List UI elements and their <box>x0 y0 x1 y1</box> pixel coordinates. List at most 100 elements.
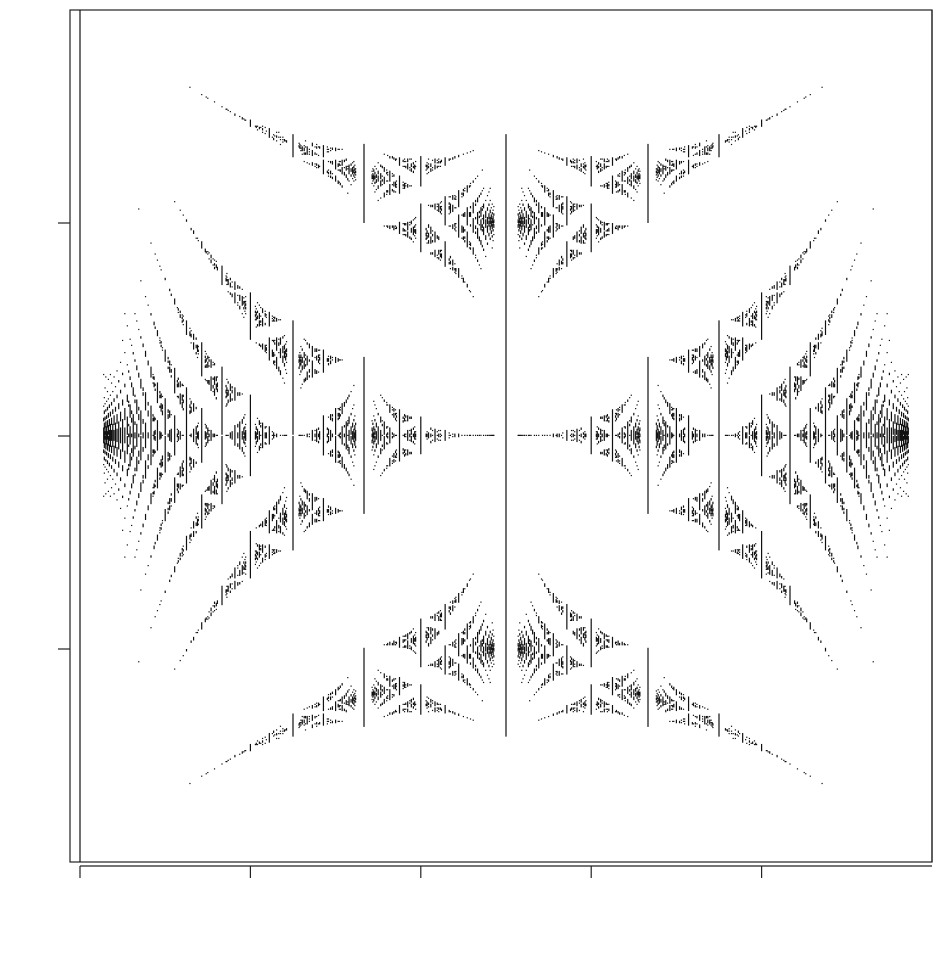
spectrum-band <box>750 554 752 556</box>
spectrum-band <box>585 169 587 171</box>
spectrum-band <box>394 417 397 421</box>
spectrum-band <box>420 203 422 253</box>
spectrum-band <box>828 319 830 322</box>
spectrum-band <box>803 355 805 360</box>
spectrum-band <box>152 373 154 376</box>
spectrum-band <box>578 230 581 232</box>
spectrum-band <box>164 398 166 435</box>
spectrum-band <box>167 366 169 370</box>
spectrum-band <box>802 380 804 385</box>
spectrum-band <box>128 400 130 404</box>
spectrum-band <box>663 676 665 679</box>
spectrum-band <box>779 293 781 298</box>
spectrum-band <box>748 128 751 131</box>
spectrum-band <box>868 446 870 452</box>
spectrum-band <box>675 507 677 514</box>
spectrum-band <box>278 732 280 735</box>
spectrum-band <box>745 316 747 318</box>
spectrum-band <box>410 428 412 435</box>
spectrum-band <box>853 467 856 489</box>
spectrum-band <box>766 567 768 570</box>
spectrum-band <box>530 207 532 217</box>
spectrum-band <box>136 549 138 551</box>
spectrum-band <box>603 633 605 640</box>
spectrum-band <box>899 429 902 441</box>
spectrum-band <box>879 382 881 388</box>
spectrum-band <box>813 237 816 239</box>
spectrum-band <box>271 549 273 551</box>
spectrum-band <box>311 345 313 357</box>
spectrum-band <box>705 515 708 517</box>
spectrum-band <box>570 202 573 204</box>
spectrum-band <box>841 366 843 373</box>
spectrum-band <box>241 313 243 315</box>
spectrum-band <box>311 513 313 525</box>
spectrum-band <box>570 429 573 432</box>
spectrum-band <box>900 423 903 447</box>
spectrum-band <box>793 434 796 436</box>
spectrum-band <box>415 645 417 647</box>
spectrum-band <box>412 226 414 236</box>
spectrum-band <box>710 724 712 726</box>
spectrum-band <box>226 108 228 110</box>
spectrum-band <box>352 177 354 180</box>
spectrum-band <box>590 684 592 715</box>
spectrum-band <box>572 160 574 164</box>
spectrum-band <box>373 432 375 439</box>
spectrum-band <box>657 169 659 174</box>
spectrum-band <box>544 283 546 288</box>
spectrum-band <box>427 697 430 699</box>
spectrum-band <box>156 534 159 541</box>
spectrum-band <box>728 345 730 354</box>
spectrum-band <box>282 336 284 339</box>
spectrum-band <box>798 490 800 494</box>
spectrum-band <box>710 370 712 373</box>
spectrum-band <box>682 720 685 723</box>
spectrum-band <box>532 657 534 660</box>
spectrum-band <box>802 356 804 359</box>
spectrum-band <box>114 422 117 449</box>
spectrum-band <box>195 344 197 349</box>
spectrum-band <box>466 231 468 248</box>
spectrum-band <box>678 449 681 454</box>
spectrum-band <box>391 436 393 439</box>
spectrum-band <box>562 158 564 161</box>
spectrum-band <box>746 313 748 317</box>
spectrum-band <box>279 370 282 376</box>
spectrum-band <box>273 352 275 357</box>
spectrum-band <box>712 723 714 726</box>
spectrum-band <box>410 163 412 168</box>
spectrum-band <box>523 242 526 245</box>
spectrum-band <box>285 729 287 731</box>
spectrum-band <box>595 438 597 440</box>
spectrum-band <box>409 221 411 223</box>
spectrum-band <box>881 490 883 495</box>
spectrum-band <box>863 410 865 417</box>
spectrum-band <box>601 711 603 713</box>
spectrum-band <box>739 317 741 320</box>
spectrum-band <box>338 160 340 163</box>
spectrum-band <box>876 467 878 472</box>
spectrum-band <box>562 432 564 434</box>
spectrum-band <box>517 647 519 652</box>
spectrum-band <box>739 320 741 322</box>
spectrum-band <box>684 148 686 150</box>
spectrum-band <box>105 443 107 450</box>
spectrum-band <box>746 558 748 561</box>
spectrum-band <box>605 639 607 641</box>
spectrum-band <box>276 549 278 553</box>
spectrum-band <box>193 333 195 340</box>
spectrum-band <box>533 631 535 643</box>
spectrum-band <box>329 170 332 175</box>
spectrum-band <box>142 479 144 484</box>
spectrum-band <box>694 163 696 166</box>
spectrum-band <box>464 631 466 635</box>
spectrum-band <box>608 451 610 455</box>
spectrum-band <box>493 233 495 236</box>
spectrum-band <box>239 392 241 396</box>
spectrum-band <box>226 589 228 592</box>
spectrum-band <box>746 545 748 548</box>
spectrum-band <box>455 662 457 664</box>
spectrum-band <box>285 513 288 518</box>
spectrum-band <box>518 629 520 631</box>
